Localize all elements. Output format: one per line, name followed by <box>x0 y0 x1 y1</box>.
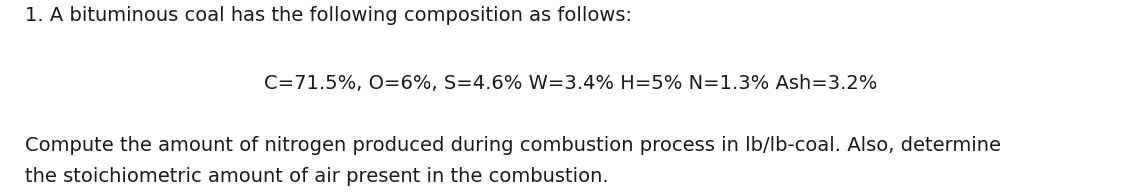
Text: 1. A bituminous coal has the following composition as follows:: 1. A bituminous coal has the following c… <box>25 6 632 25</box>
Text: C=71.5%, O=6%, S=4.6% W=3.4% H=5% N=1.3% Ash=3.2%: C=71.5%, O=6%, S=4.6% W=3.4% H=5% N=1.3%… <box>264 74 877 93</box>
Text: Compute the amount of nitrogen produced during combustion process in lb/lb-coal.: Compute the amount of nitrogen produced … <box>25 136 1001 155</box>
Text: the stoichiometric amount of air present in the combustion.: the stoichiometric amount of air present… <box>25 167 609 186</box>
